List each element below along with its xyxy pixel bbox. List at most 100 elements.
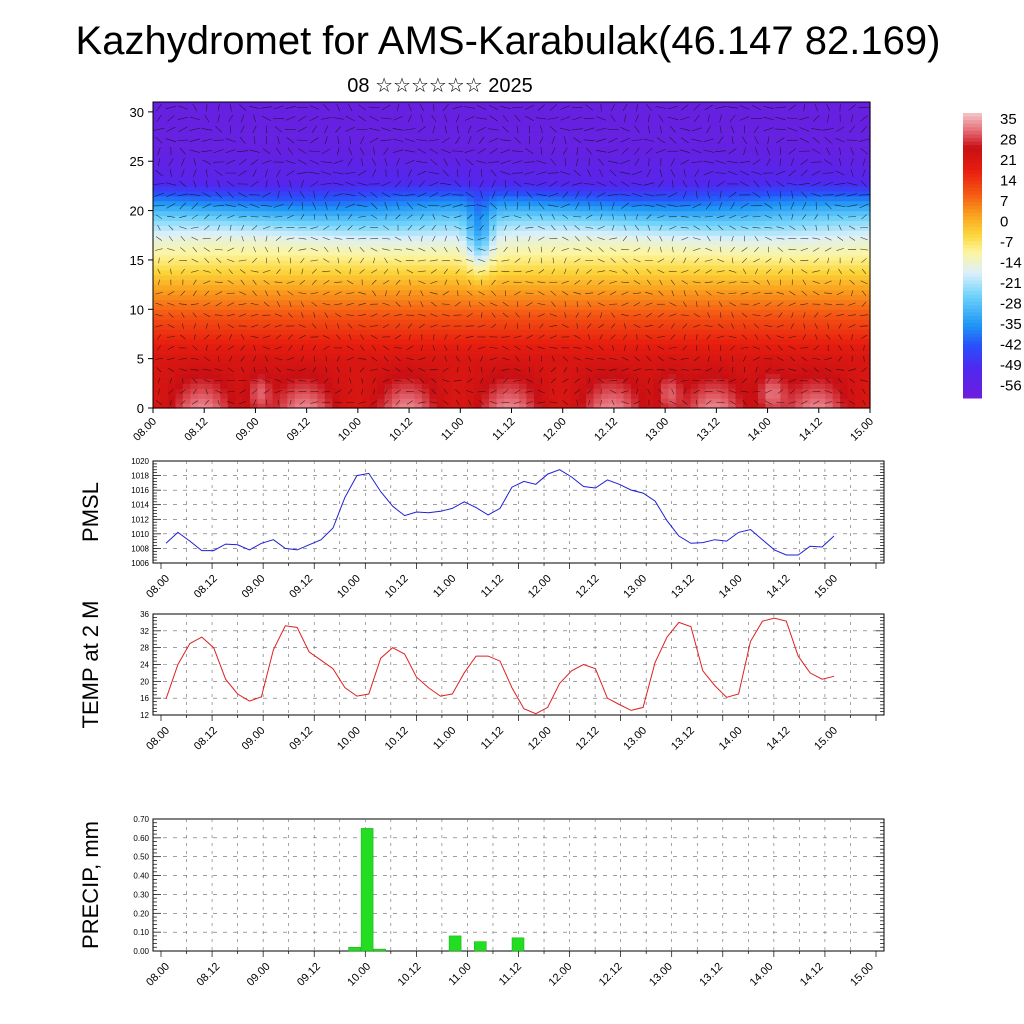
heatmap-cell bbox=[220, 378, 229, 384]
heatmap-cell bbox=[421, 274, 430, 281]
heatmap-cell bbox=[317, 250, 326, 256]
heatmap-cell bbox=[705, 373, 714, 379]
heatmap-cell bbox=[227, 348, 236, 355]
heatmap-cell bbox=[197, 378, 206, 384]
heatmap-cell bbox=[533, 358, 542, 365]
heatmap-cell bbox=[392, 176, 401, 182]
heatmap-cell bbox=[474, 368, 483, 375]
heatmap-cell bbox=[459, 235, 468, 241]
heatmap-cell bbox=[623, 383, 632, 389]
heatmap-cell bbox=[205, 264, 214, 271]
heatmap-cell bbox=[459, 230, 468, 236]
heatmap-cell bbox=[608, 151, 617, 157]
heatmap-cell bbox=[743, 250, 752, 256]
heatmap-cell bbox=[511, 205, 520, 212]
heatmap-cell bbox=[623, 176, 632, 182]
heatmap-cell bbox=[250, 205, 259, 212]
heatmap-cell bbox=[638, 348, 647, 355]
heatmap-cell bbox=[489, 210, 498, 217]
heatmap-cell bbox=[586, 156, 595, 162]
heatmap-cell bbox=[743, 373, 752, 379]
heatmap-cell bbox=[504, 151, 513, 157]
heatmap-cell bbox=[153, 111, 162, 118]
heatmap-cell bbox=[153, 289, 162, 296]
heatmap-cell bbox=[645, 161, 655, 167]
heatmap-cell bbox=[713, 171, 722, 177]
heatmap-cell bbox=[205, 294, 214, 301]
heatmap-cell bbox=[227, 195, 236, 202]
heatmap-cell bbox=[212, 264, 221, 271]
heatmap-cell bbox=[384, 126, 393, 133]
heatmap-cell bbox=[392, 329, 401, 335]
heatmap-cell bbox=[683, 180, 692, 187]
heatmap-cell bbox=[250, 324, 259, 330]
heatmap-cell bbox=[720, 294, 729, 301]
heatmap-cell bbox=[683, 230, 692, 236]
heatmap-cell bbox=[354, 215, 363, 222]
heatmap-cell bbox=[713, 333, 722, 340]
heatmap-cell bbox=[160, 294, 169, 301]
heatmap-cell bbox=[466, 111, 475, 118]
heatmap-cell bbox=[451, 235, 460, 241]
heatmap-cell bbox=[683, 156, 692, 162]
heatmap-cell bbox=[362, 210, 371, 217]
heatmap-cell bbox=[750, 279, 759, 286]
heatmap-cell bbox=[235, 250, 244, 256]
heatmap-cell bbox=[399, 195, 408, 202]
heatmap-cell bbox=[608, 161, 617, 167]
heatmap-cell bbox=[616, 338, 625, 345]
heatmap-cell bbox=[631, 220, 640, 226]
heatmap-cell bbox=[683, 250, 692, 256]
heatmap-cell bbox=[578, 156, 587, 162]
heatmap-cell bbox=[720, 279, 729, 286]
heatmap-cell bbox=[653, 190, 662, 197]
heatmap-cell bbox=[735, 274, 744, 281]
heatmap-cell bbox=[294, 141, 303, 148]
heatmap-cell bbox=[317, 343, 326, 350]
heatmap-cell bbox=[436, 121, 445, 128]
heatmap-cell bbox=[190, 264, 199, 271]
heatmap-cell bbox=[227, 200, 236, 207]
heatmap-cell bbox=[690, 220, 699, 226]
heatmap-cell bbox=[608, 121, 617, 128]
heatmap-cell bbox=[227, 333, 236, 340]
heatmap-cell bbox=[698, 398, 707, 404]
heatmap-cell bbox=[429, 136, 438, 143]
heatmap-cell bbox=[309, 284, 318, 291]
heatmap-cell bbox=[720, 343, 729, 350]
heatmap-cell bbox=[429, 215, 438, 222]
heatmap-cell bbox=[601, 299, 610, 305]
heatmap-cell bbox=[347, 264, 356, 271]
heatmap-cell bbox=[750, 348, 759, 355]
heatmap-cell bbox=[743, 131, 752, 138]
heatmap-cell bbox=[735, 333, 744, 340]
heatmap-cell bbox=[489, 245, 498, 251]
heatmap-cell bbox=[362, 166, 371, 172]
heatmap-cell bbox=[250, 190, 259, 197]
heatmap-cell bbox=[459, 141, 468, 148]
heatmap-cell bbox=[518, 180, 528, 187]
heatmap-cell bbox=[444, 225, 453, 231]
heatmap-cell bbox=[556, 299, 565, 305]
heatmap-cell bbox=[227, 141, 236, 148]
heatmap-cell bbox=[175, 121, 184, 128]
heatmap-cell bbox=[279, 146, 289, 152]
heatmap-cell bbox=[698, 299, 707, 305]
heatmap-cell bbox=[279, 180, 289, 187]
heatmap-cell bbox=[167, 353, 177, 360]
heatmap-cell bbox=[235, 398, 244, 404]
heatmap-cell bbox=[399, 116, 408, 123]
heatmap-cell bbox=[182, 102, 191, 108]
heatmap-cell bbox=[332, 146, 341, 152]
heatmap-cell bbox=[690, 403, 699, 409]
heatmap-cell bbox=[205, 106, 214, 113]
heatmap-cell bbox=[384, 259, 393, 266]
heatmap-cell bbox=[705, 156, 714, 162]
heatmap-cell bbox=[309, 338, 318, 345]
heatmap-cell bbox=[294, 314, 303, 320]
heatmap-cell bbox=[683, 235, 692, 241]
heatmap-cell bbox=[175, 106, 184, 113]
heatmap-cell bbox=[287, 200, 296, 207]
heatmap-cell bbox=[287, 319, 296, 325]
heatmap-cell bbox=[511, 324, 520, 330]
